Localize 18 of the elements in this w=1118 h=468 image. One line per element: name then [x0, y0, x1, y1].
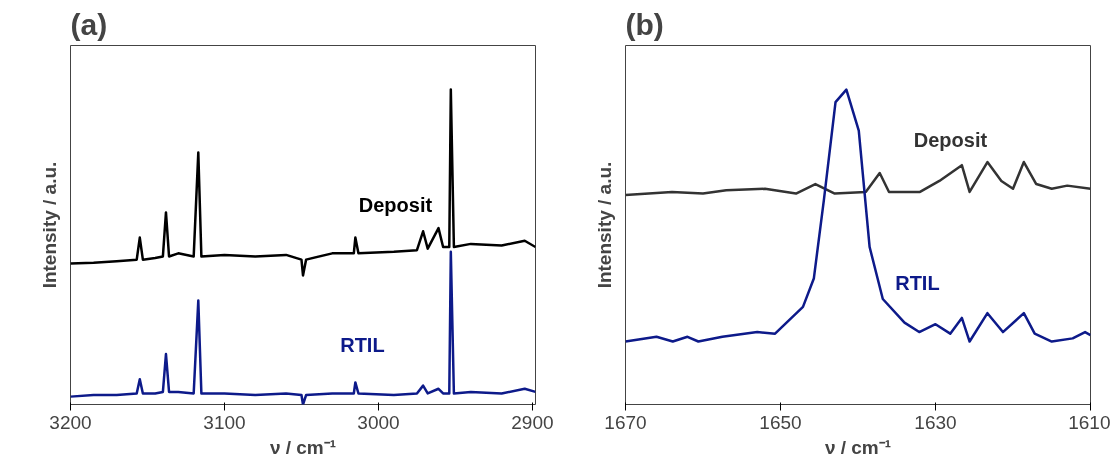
x-axis-title: ν / cm⁻¹: [824, 436, 892, 458]
x-tick-label: 1650: [759, 411, 802, 433]
x-tick-label: 3200: [49, 411, 92, 433]
y-axis-title: Intensity / a.u.: [38, 161, 60, 289]
series-label: Deposit: [913, 129, 988, 151]
x-tick-label: 1610: [1068, 411, 1111, 433]
series-label: RTIL: [895, 272, 940, 295]
chart-title: (b): [625, 7, 664, 41]
series-label: RTIL: [340, 333, 385, 356]
series-label: Deposit: [358, 193, 433, 216]
x-tick-label: 3000: [357, 411, 400, 433]
x-tick-label: 1670: [604, 411, 647, 433]
x-tick-label: 1630: [914, 411, 957, 433]
x-axis-title: ν / cm⁻¹: [269, 436, 337, 458]
chart-title: (a): [70, 7, 108, 41]
x-tick-label: 3100: [203, 411, 246, 433]
y-axis-title: Intensity / a.u.: [593, 161, 615, 289]
x-tick-label: 2900: [511, 411, 554, 433]
